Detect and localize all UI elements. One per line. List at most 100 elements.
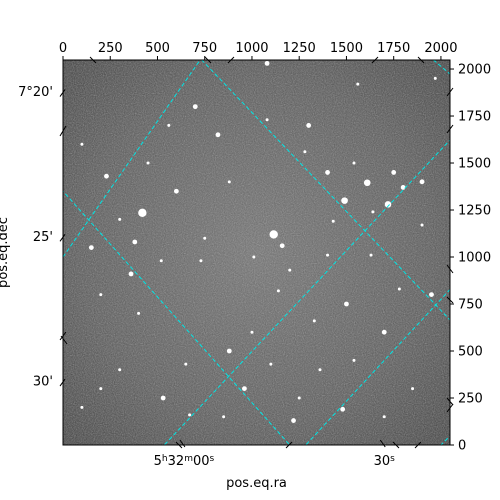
top-tick-label: 1500 [330,41,363,56]
edge-tick [59,125,67,137]
edge-tick [392,441,400,449]
star [371,210,375,214]
star [331,219,335,223]
edge-tick [227,56,235,64]
edge-tick [204,56,212,64]
star [433,76,437,80]
right-tick-label: 1000 [458,251,491,266]
ra-tick-label: 5h32m00s [154,454,215,469]
star [326,253,330,257]
edge-tick [446,403,454,413]
star [384,201,392,208]
top-tick-label: 1250 [283,41,316,56]
edge-tick [414,441,422,449]
top-tick-label: 250 [98,41,123,56]
star [312,319,316,323]
ra-tick [379,439,386,448]
star [344,301,349,307]
star [128,271,134,277]
star [99,387,103,391]
star [118,217,122,221]
top-tick-label: 0 [59,41,67,56]
star [137,311,141,315]
right-tick-label: 250 [458,392,483,407]
star [80,142,84,146]
edge-tick [60,335,68,345]
star [215,132,221,138]
star [226,348,232,354]
star-field [80,60,437,423]
star [276,289,280,293]
top-tick-label: 1000 [235,41,268,56]
dec-tick [59,89,66,97]
edge-tick [285,441,293,449]
edge-tick [446,296,454,304]
star [80,405,84,409]
star [138,208,147,218]
star [242,386,247,392]
star [264,60,270,66]
star [88,245,94,251]
star [184,362,188,366]
star [297,396,301,400]
star [318,368,322,372]
top-tick-label: 2000 [424,41,457,56]
star [250,330,254,334]
star [382,415,386,419]
dec-grid-line [163,139,450,445]
star [252,255,256,259]
x-axis-label: pos.eq.ra [226,476,287,491]
edge-tick [175,441,183,449]
star [419,179,425,185]
star [192,104,198,110]
edge-tick [89,56,97,64]
edge-tick [446,264,454,274]
star [146,161,150,165]
star [269,362,273,366]
edge-tick [446,397,454,406]
star [132,239,138,245]
star [188,413,192,417]
star [306,123,312,128]
top-tick-label: 750 [192,41,217,56]
right-tick-label: 2000 [458,63,491,78]
plot-area [62,59,451,446]
top-tick-label: 500 [145,41,170,56]
star [227,180,231,184]
axis-ticks: 0 250 500 750 1000 1250 1500 1750 2000 0 250 500 750… [18,41,491,469]
star [118,368,122,372]
star [369,253,373,257]
top-tick-label: 1750 [377,41,410,56]
star [400,185,406,190]
star [265,118,269,122]
edge-tick [446,124,454,134]
star [288,268,292,272]
star [291,418,296,423]
edge-tick [59,331,67,341]
dec-tick-label: 25' [33,230,53,245]
star [325,170,330,175]
star [173,188,179,194]
star [381,329,387,335]
right-tick-label: 500 [458,345,483,360]
coordinate-grid [63,60,450,445]
right-tick-label: 0 [458,439,466,454]
star [303,150,307,154]
star [99,293,103,297]
dec-tick-label: 7°20' [18,85,53,100]
ra-grid-line [63,190,291,445]
star [160,395,166,401]
right-tick-label: 1500 [458,157,491,172]
star [203,236,207,240]
star [269,230,278,239]
star [391,170,397,175]
star [397,287,401,291]
star [341,197,348,204]
star [104,173,109,179]
dec-tick [59,234,66,242]
star [279,243,285,249]
star [167,123,171,127]
star [356,82,360,86]
plot-frame [62,59,451,446]
